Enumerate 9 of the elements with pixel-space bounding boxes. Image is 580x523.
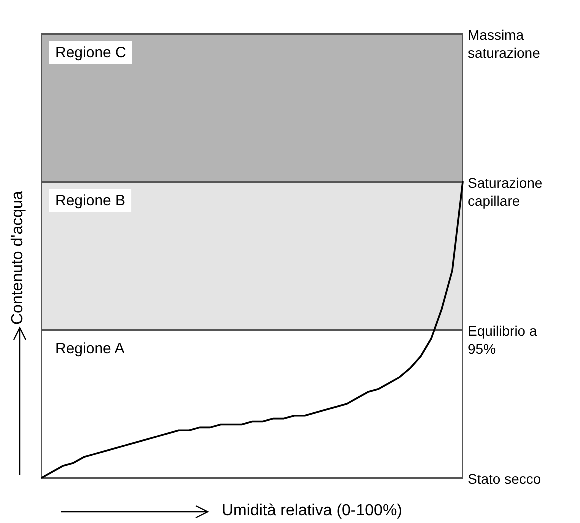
band-label: Regione A [56,340,125,358]
ref-line-label: Massima saturazione [468,27,541,61]
ref-line-label: Stato secco [468,471,542,487]
x-axis-title: Umidità relativa (0-100%) [222,502,403,520]
band-label: Regione B [56,192,126,210]
band-label: Regione C [56,44,127,62]
y-axis-title: Contenuto d'acqua [10,191,26,325]
ref-line-label: Saturazione capillare [468,175,547,209]
ref-line-label: Equilibrio a 95% [468,323,542,357]
